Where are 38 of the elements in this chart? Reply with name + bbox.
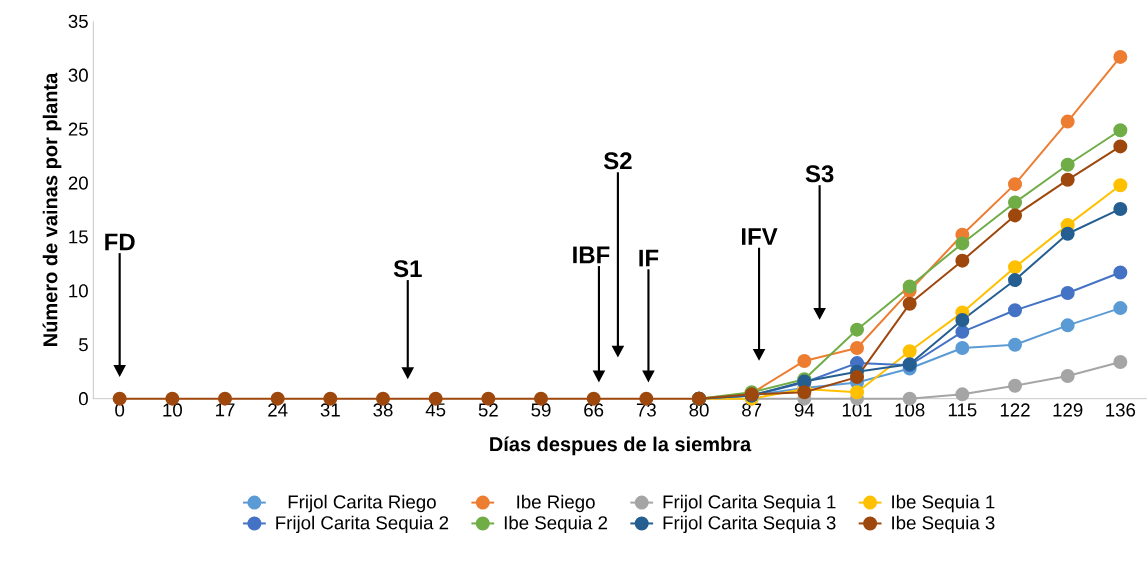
y-tick-label: 0 bbox=[78, 392, 88, 406]
x-tick-label: 24 bbox=[268, 403, 288, 417]
x-tick-label: 136 bbox=[1106, 403, 1136, 417]
x-tick-label: 10 bbox=[163, 403, 182, 417]
x-tick-label: 31 bbox=[320, 403, 340, 417]
y-tick-label: 5 bbox=[79, 338, 88, 352]
y-tick-label: 35 bbox=[68, 14, 88, 28]
legend-label: Frijol Carita Sequia 1 bbox=[663, 494, 836, 513]
legend-label: Frijol Carita Sequia 2 bbox=[276, 515, 449, 534]
annotation: FD bbox=[105, 233, 135, 251]
annotation: S3 bbox=[805, 165, 834, 183]
y-tick-label: 25 bbox=[68, 122, 88, 136]
x-tick-label: 129 bbox=[1053, 403, 1083, 417]
annotation: IFV bbox=[741, 228, 778, 245]
legend-label: Frijol Carita Riego bbox=[288, 494, 436, 513]
y-tick-label: 15 bbox=[69, 230, 88, 244]
y-tick-label: 10 bbox=[69, 284, 88, 298]
x-tick-label: 52 bbox=[478, 403, 498, 417]
x-tick-label: 66 bbox=[584, 403, 604, 417]
annotation: IBF bbox=[573, 246, 610, 264]
y-tick-label: 30 bbox=[68, 68, 88, 82]
x-tick-label: 59 bbox=[531, 403, 551, 417]
legend-label: Ibe Sequia 3 bbox=[892, 515, 995, 534]
annotation: S1 bbox=[393, 260, 422, 278]
x-tick-label: 45 bbox=[425, 403, 446, 417]
legend-label: Frijol Carita Sequia 3 bbox=[663, 515, 836, 534]
legend-label: Ibe Sequia 2 bbox=[504, 515, 608, 534]
y-axis-title: Número de vainas por planta bbox=[42, 72, 62, 346]
x-tick-label: 94 bbox=[794, 403, 815, 417]
legend-label: Ibe Riego bbox=[517, 494, 595, 513]
annotation: IF bbox=[639, 249, 659, 267]
x-tick-label: 122 bbox=[1000, 403, 1030, 417]
annotation: S2 bbox=[603, 152, 632, 170]
x-tick-label: 115 bbox=[948, 403, 977, 417]
legend-label: Ibe Sequia 1 bbox=[892, 494, 995, 513]
x-tick-label: 38 bbox=[373, 403, 393, 417]
y-tick-label: 20 bbox=[68, 176, 88, 190]
x-axis-title: Días despues de la siembra bbox=[490, 436, 752, 456]
